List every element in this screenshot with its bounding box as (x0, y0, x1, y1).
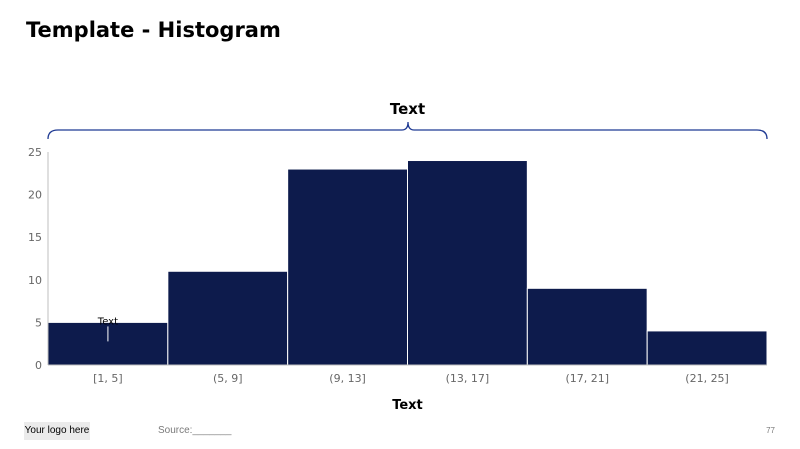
y-tick-label: 15 (28, 231, 42, 244)
x-axis-label: Text (392, 398, 423, 413)
x-tick-label: [1, 5] (93, 372, 123, 385)
x-tick-label: (13, 17] (446, 372, 490, 385)
slide-title: Template - Histogram (26, 18, 281, 42)
chart-title: Text (389, 100, 426, 118)
histogram-bar (646, 330, 768, 366)
histogram-bar (407, 160, 528, 366)
y-tick-label: 0 (35, 359, 42, 372)
page-number: 77 (766, 426, 775, 435)
top-bracket (47, 121, 768, 140)
histogram-bar (526, 287, 648, 366)
y-tick-label: 20 (28, 189, 42, 202)
histogram-bar (287, 168, 408, 366)
x-tick-label: (17, 21] (565, 372, 609, 385)
y-tick-label: 25 (28, 146, 42, 159)
logo-placeholder: Your logo here (24, 422, 90, 440)
histogram-bar (167, 270, 289, 366)
x-tick-label: (9, 13] (329, 372, 366, 385)
annotation-text: Text (97, 316, 118, 327)
y-tick-label: 10 (28, 274, 42, 287)
x-tick-label: (5, 9] (213, 372, 243, 385)
x-tick-label: (21, 25] (685, 372, 729, 385)
source-note: Source:_______ (158, 425, 232, 436)
y-tick-label: 5 (35, 316, 42, 329)
